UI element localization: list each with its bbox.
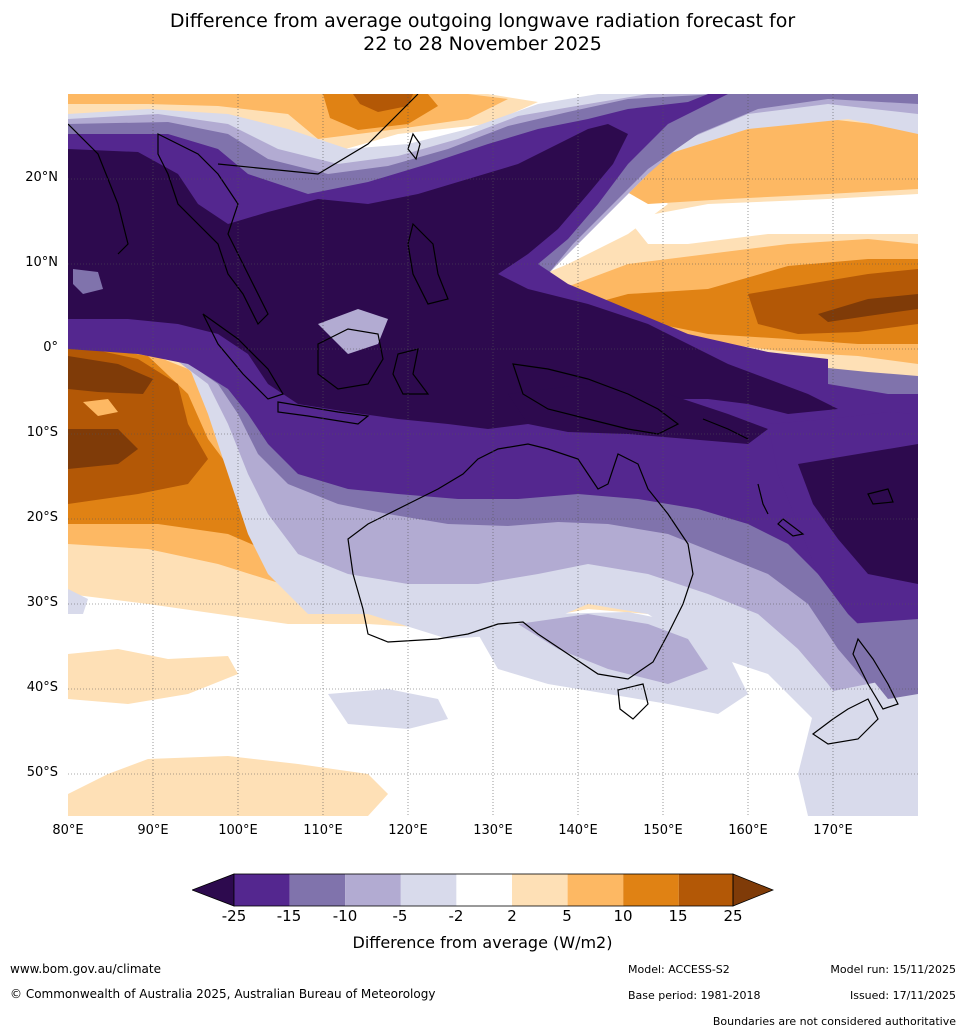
coastlines bbox=[68, 94, 899, 745]
coast-sumatra bbox=[202, 313, 284, 400]
contour-m5-philippines bbox=[318, 309, 388, 354]
coast-nz-north bbox=[852, 637, 899, 710]
coast-new-caledonia bbox=[777, 518, 805, 537]
coast-sulawesi bbox=[392, 348, 430, 395]
footer-base-period: Base period: 1981-2018 bbox=[628, 989, 761, 1002]
colorbar-bin-m15-m10 bbox=[289, 874, 346, 906]
colorbar-bin-p5-p10 bbox=[567, 874, 624, 906]
coast-fiji bbox=[867, 488, 894, 505]
lat-label-40S: 40°S bbox=[26, 680, 58, 695]
colorbar-frame bbox=[233, 873, 734, 907]
contour-p25-npacific bbox=[818, 294, 918, 322]
coast-solomons bbox=[702, 418, 749, 440]
coast-se-asia bbox=[157, 133, 269, 326]
colorbar-bin-m25-m15 bbox=[234, 874, 290, 906]
coast-nz-south bbox=[811, 698, 879, 745]
coast-borneo bbox=[317, 328, 384, 390]
lat-label-10S: 10°S bbox=[26, 425, 58, 440]
coast-india bbox=[68, 123, 129, 255]
colorbar-tick-5: 5 bbox=[562, 907, 572, 925]
footer-website: www.bom.gov.au/climate bbox=[10, 962, 161, 976]
contour-lt25-pacific-band bbox=[508, 384, 768, 444]
colorbar-tick--5: -5 bbox=[392, 907, 408, 925]
colorbar-bin-p2-p5 bbox=[512, 874, 568, 906]
lon-label-160E: 160°E bbox=[728, 823, 768, 838]
footer-model-run: Model run: 15/11/2025 bbox=[830, 963, 956, 976]
colorbar-extend-high bbox=[732, 873, 774, 907]
lon-label-140E: 140°E bbox=[558, 823, 598, 838]
colorbar-bin-p15-p25 bbox=[678, 874, 733, 906]
contour-m2-south-west bbox=[68, 589, 88, 614]
coast-java bbox=[277, 401, 370, 425]
lon-label-110E: 110°E bbox=[303, 823, 343, 838]
footer-issued: Issued: 17/11/2025 bbox=[849, 989, 956, 1002]
coast-philippines bbox=[407, 222, 449, 305]
title-line-2: 22 to 28 November 2025 bbox=[363, 33, 602, 55]
colorbar-extend-low bbox=[192, 873, 235, 907]
lat-label-50S: 50°S bbox=[26, 765, 58, 780]
colorbar-bin-m10-m5 bbox=[345, 874, 401, 906]
contour-p2-south-2 bbox=[68, 756, 388, 816]
footer-disclaimer: Boundaries are not considered authoritat… bbox=[712, 1015, 956, 1028]
lon-label-90E: 90°E bbox=[137, 823, 169, 838]
colorbar-tick-2: 2 bbox=[507, 907, 517, 925]
colorbar-bin-p10-p15 bbox=[623, 874, 679, 906]
colorbar-tick--10: -10 bbox=[332, 907, 358, 925]
contour-m10-bay-bengal bbox=[73, 269, 103, 294]
contour-p25-indian-2 bbox=[68, 429, 138, 469]
contour-white-gap-npacific bbox=[628, 194, 918, 244]
colorbar-tick--15: -15 bbox=[276, 907, 302, 925]
coast-china bbox=[217, 94, 419, 175]
coast-new-guinea bbox=[512, 363, 680, 435]
footer-copyright: © Commonwealth of Australia 2025, Austra… bbox=[10, 987, 436, 1001]
colorbar-bin-m2-p2 bbox=[456, 874, 512, 906]
colorbar-tick-10: 10 bbox=[613, 907, 633, 925]
contour-m2-south-ocean-3 bbox=[798, 674, 918, 816]
coast-tasmania bbox=[617, 683, 649, 720]
coast-australia bbox=[347, 443, 694, 680]
lon-label-150E: 150°E bbox=[643, 823, 683, 838]
graticule bbox=[68, 94, 918, 816]
map-panel bbox=[68, 94, 918, 816]
contour-m5-south-ocean-1 bbox=[518, 614, 708, 684]
coast-taiwan bbox=[407, 132, 421, 161]
lon-label-100E: 100°E bbox=[218, 823, 258, 838]
colorbar-tick--25: -25 bbox=[221, 907, 247, 925]
lon-label-170E: 170°E bbox=[813, 823, 853, 838]
colorbar-title: Difference from average (W/m2) bbox=[352, 933, 613, 952]
footer-model: Model: ACCESS-S2 bbox=[628, 963, 730, 976]
anomaly-map bbox=[68, 94, 918, 816]
lon-label-80E: 80°E bbox=[52, 823, 84, 838]
contour-lt25-main bbox=[68, 124, 838, 429]
contour-p15-north-top bbox=[353, 94, 413, 112]
lat-label-30S: 30°S bbox=[26, 595, 58, 610]
colorbar-bin-m5-m2 bbox=[400, 874, 457, 906]
lon-label-130E: 130°E bbox=[473, 823, 513, 838]
colorbar bbox=[192, 873, 774, 907]
coast-vanuatu bbox=[757, 483, 769, 515]
chart-title: Difference from average outgoing longwav… bbox=[0, 10, 965, 56]
contour-m10-nz bbox=[848, 619, 918, 699]
contour-lt25-coral bbox=[798, 444, 918, 584]
title-line-1: Difference from average outgoing longwav… bbox=[169, 10, 796, 32]
lat-label-10N: 10°N bbox=[25, 255, 58, 270]
colorbar-tick--2: -2 bbox=[448, 907, 464, 925]
lat-label-0: 0° bbox=[43, 340, 58, 355]
lon-label-120E: 120°E bbox=[388, 823, 428, 838]
lat-label-20S: 20°S bbox=[26, 510, 58, 525]
colorbar-tick-15: 15 bbox=[668, 907, 688, 925]
contour-m2-south-ocean-2 bbox=[328, 689, 448, 729]
lat-label-20N: 20°N bbox=[25, 170, 58, 185]
contour-p5-hole bbox=[83, 399, 118, 416]
contour-p25-indian-1 bbox=[68, 356, 153, 394]
colorbar-tick-25: 25 bbox=[723, 907, 743, 925]
